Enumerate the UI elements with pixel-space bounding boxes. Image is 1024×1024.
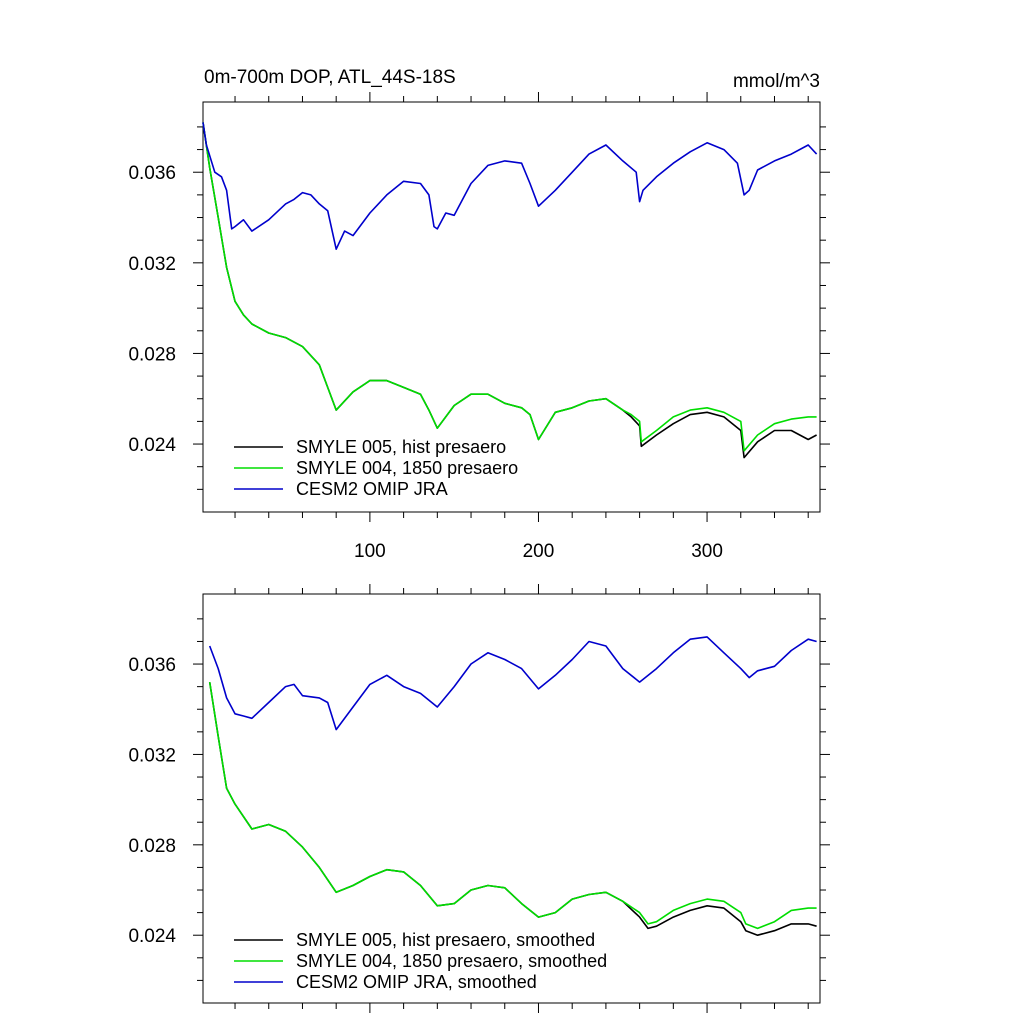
- legend-label: SMYLE 005, hist presaero: [296, 437, 506, 457]
- plot-frame: [202, 101, 821, 513]
- figure-title-left: 0m-700m DOP, ATL_44S-18S: [204, 67, 456, 88]
- legend-label: CESM2 OMIP JRA: [296, 479, 448, 499]
- x-tick-label: 300: [691, 541, 723, 562]
- legend-label: SMYLE 004, 1850 presaero, smoothed: [296, 951, 607, 971]
- x-tick-label: 200: [523, 541, 555, 562]
- series-line: [208, 681, 817, 930]
- series-line: [202, 122, 817, 459]
- top-panel: 0.024 0.028 0.032 0.036 100 200 300 SMYLE 005, …: [128, 92, 830, 562]
- legend-label: SMYLE 004, 1850 presaero: [296, 458, 518, 478]
- y-tick-label: 0.036: [128, 163, 176, 184]
- series-line: [202, 122, 817, 452]
- plot-frame: [202, 593, 821, 1004]
- y-tick-label: 0.024: [128, 926, 176, 947]
- legend-label: CESM2 OMIP JRA, smoothed: [296, 972, 537, 992]
- series-line: [208, 636, 817, 731]
- y-tick-label: 0.028: [128, 836, 176, 857]
- series-line: [208, 681, 817, 937]
- y-tick-label: 0.024: [128, 435, 176, 456]
- bottom-panel: 0.024 0.028 0.032 0.036 SMYLE 005, hist pres…: [128, 584, 830, 1013]
- y-tick-label: 0.032: [128, 254, 176, 275]
- legend-label: SMYLE 005, hist presaero, smoothed: [296, 930, 595, 950]
- y-tick-label: 0.028: [128, 344, 176, 365]
- series-line: [202, 122, 818, 250]
- x-tick-label: 100: [354, 541, 386, 562]
- y-tick-label: 0.032: [128, 745, 176, 766]
- y-tick-label: 0.036: [128, 655, 176, 676]
- figure-title-right: mmol/m^3: [733, 71, 820, 92]
